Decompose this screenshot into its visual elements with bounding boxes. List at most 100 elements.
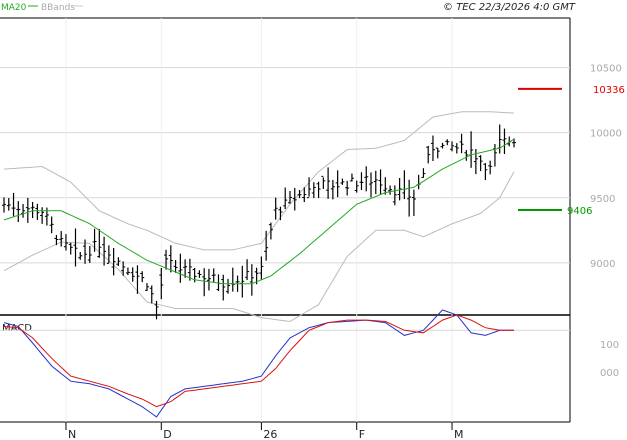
ohlc-bar-85 bbox=[407, 179, 412, 217]
ohlc-bar-20 bbox=[97, 229, 102, 258]
ohlc-bar-79 bbox=[378, 169, 383, 195]
ohlc-bar-28 bbox=[135, 265, 140, 294]
ohlc-bar-105 bbox=[502, 128, 507, 154]
ohlc-bar-93 bbox=[445, 139, 450, 146]
ohlc-bar-34 bbox=[164, 249, 169, 270]
ohlc-bar-37 bbox=[178, 253, 183, 283]
grid-layer bbox=[0, 18, 570, 422]
support-label: 9406 bbox=[567, 206, 592, 217]
resistance-label: 10336 bbox=[593, 85, 625, 96]
ohlc-bar-6 bbox=[30, 201, 35, 219]
ohlc-bar-64 bbox=[307, 177, 312, 199]
ohlc-bar-61 bbox=[292, 187, 297, 211]
ohlc-bar-3 bbox=[16, 201, 21, 223]
ohlc-bar-52 bbox=[249, 264, 254, 296]
ohlc-bar-66 bbox=[316, 181, 321, 199]
ohlc-bar-41 bbox=[197, 270, 202, 278]
ohlc-bar-0 bbox=[2, 197, 6, 213]
ohlc-bar-48 bbox=[230, 267, 235, 292]
macd-y-tick-000: 000 bbox=[600, 368, 619, 379]
ohlc-bar-35 bbox=[168, 245, 173, 273]
copyright-text: © TEC 22/3/2026 4:0 GMT bbox=[443, 2, 576, 13]
ohlc-bar-30 bbox=[144, 283, 149, 291]
ohlc-bar-46 bbox=[221, 274, 226, 301]
ohlc-bar-38 bbox=[183, 259, 188, 278]
ohlc-bar-25 bbox=[121, 261, 126, 276]
ohlc-bar-26 bbox=[125, 267, 130, 276]
ohlc-bar-55 bbox=[264, 230, 269, 261]
ohlc-bar-12 bbox=[59, 231, 64, 247]
ohlc-bar-47 bbox=[226, 278, 231, 294]
ohlc-bar-5 bbox=[25, 197, 30, 223]
ohlc-bar-71 bbox=[340, 178, 345, 185]
ohlc-bar-50 bbox=[240, 265, 245, 298]
ohlc-bar-80 bbox=[383, 177, 388, 195]
x-axis-ticks: N D 26 F M bbox=[65, 422, 464, 440]
ohlc-bar-63 bbox=[302, 187, 307, 203]
ohlc-bar-69 bbox=[330, 179, 335, 200]
ohlc-bar-67 bbox=[321, 175, 326, 189]
ohlc-bar-78 bbox=[373, 170, 378, 195]
ohlc-bar-17 bbox=[83, 239, 88, 264]
ohlc-bar-43 bbox=[206, 268, 211, 291]
ohlc-bar-83 bbox=[397, 178, 402, 201]
x-tick-label-N: N bbox=[68, 428, 76, 440]
ohlc-bar-68 bbox=[326, 167, 331, 199]
ohlc-bar-15 bbox=[73, 228, 78, 267]
ohlc-bar-11 bbox=[54, 235, 59, 246]
ohlc-bar-7 bbox=[35, 203, 40, 220]
ohlc-bar-89 bbox=[426, 145, 431, 164]
ohlc-bar-16 bbox=[78, 251, 83, 260]
y-tick-10500: 10500 bbox=[590, 64, 622, 75]
ohlc-bar-24 bbox=[116, 257, 121, 266]
ohlc-bar-1 bbox=[6, 198, 11, 211]
y-tick-10000: 10000 bbox=[590, 129, 622, 140]
ohlc-bar-73 bbox=[349, 173, 354, 182]
bollinger-bands bbox=[3, 111, 515, 323]
y-tick-9000: 9000 bbox=[590, 259, 615, 270]
ohlc-bar-77 bbox=[369, 172, 374, 198]
ma20-line-group bbox=[3, 138, 515, 285]
macd-y-tick-100: 100 bbox=[600, 340, 619, 351]
ohlc-bar-96 bbox=[459, 133, 464, 154]
ohlc-bar-103 bbox=[492, 144, 497, 167]
ohlc-bar-101 bbox=[483, 163, 488, 181]
ohlc-bar-10 bbox=[49, 216, 54, 234]
ohlc-bar-9 bbox=[44, 207, 49, 226]
x-tick-label-26: 26 bbox=[263, 428, 277, 440]
ohlc-bar-44 bbox=[211, 268, 216, 283]
ma20-line bbox=[3, 138, 515, 285]
ohlc-bars bbox=[2, 124, 516, 320]
ohlc-bar-84 bbox=[402, 170, 407, 200]
lower-band-line bbox=[3, 171, 515, 323]
ohlc-bar-42 bbox=[202, 268, 207, 297]
ohlc-bar-98 bbox=[469, 131, 474, 168]
ohlc-bar-54 bbox=[259, 256, 264, 280]
ohlc-bar-14 bbox=[68, 242, 73, 255]
ohlc-bar-2 bbox=[11, 192, 16, 217]
ohlc-bar-18 bbox=[87, 245, 92, 263]
y-tick-9500: 9500 bbox=[590, 194, 615, 205]
macd-lines bbox=[3, 309, 514, 418]
x-tick-label-M: M bbox=[454, 428, 464, 440]
ohlc-bar-4 bbox=[21, 203, 26, 218]
signal-line bbox=[3, 314, 514, 408]
legend-ma20: MA20 bbox=[1, 3, 27, 13]
ohlc-bar-32 bbox=[154, 300, 159, 320]
price-levels: 10336 9406 bbox=[518, 85, 625, 217]
y-tick-labels: 9000 9500 10000 10500 100 000 bbox=[590, 64, 622, 380]
ohlc-bar-51 bbox=[245, 259, 250, 281]
ohlc-bar-27 bbox=[130, 267, 135, 282]
ohlc-bar-57 bbox=[273, 197, 278, 220]
ohlc-bar-90 bbox=[430, 135, 435, 162]
ohlc-bar-86 bbox=[411, 189, 416, 216]
ohlc-bar-33 bbox=[159, 267, 164, 300]
ohlc-bar-58 bbox=[278, 206, 283, 221]
ohlc-bar-87 bbox=[416, 174, 421, 190]
upper-band-line bbox=[3, 111, 515, 251]
ohlc-bar-75 bbox=[359, 172, 364, 190]
ohlc-bar-81 bbox=[388, 185, 393, 195]
ohlc-bar-19 bbox=[92, 228, 97, 252]
